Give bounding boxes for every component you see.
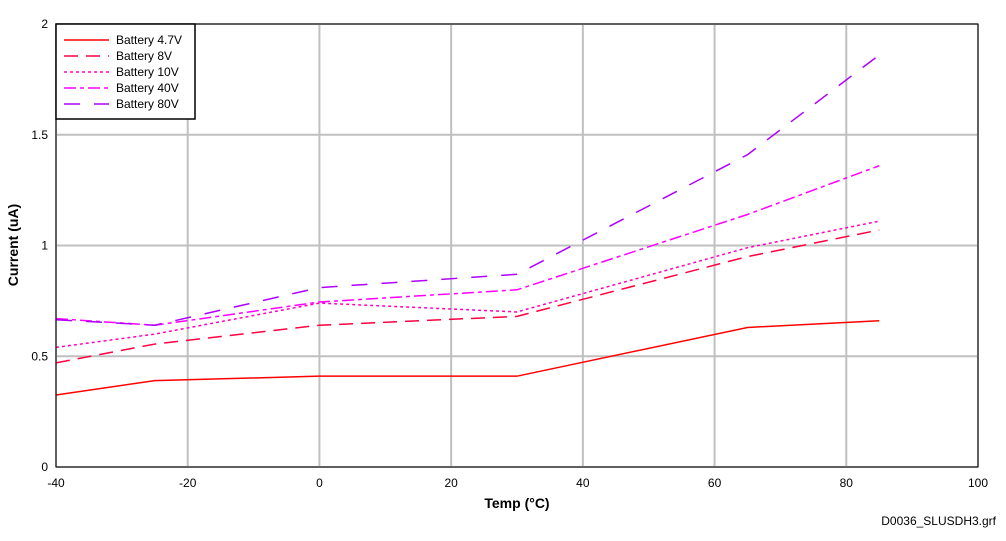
tick-labels: -40 -20 0 20 40 60 80 100 0 0.5 1 1.5 2 bbox=[31, 17, 988, 490]
x-tick-label: -20 bbox=[179, 476, 197, 490]
x-tick-label: 20 bbox=[444, 476, 458, 490]
series-line-battery-4-7v bbox=[55, 320, 880, 396]
x-axis-label: Temp (°C) bbox=[484, 495, 549, 511]
x-tick-label: -40 bbox=[47, 476, 65, 490]
y-axis-label: Current (uA) bbox=[5, 204, 21, 286]
series-line-battery-40v bbox=[55, 165, 880, 326]
x-tick-label: 80 bbox=[840, 476, 854, 490]
plot-frame bbox=[55, 23, 979, 468]
footnote: D0036_SLUSDH3.grf bbox=[881, 514, 996, 528]
legend-label: Battery 80V bbox=[116, 97, 179, 111]
y-tick-label: 0.5 bbox=[31, 349, 48, 363]
x-tick-label: 40 bbox=[576, 476, 590, 490]
y-tick-label: 2 bbox=[41, 17, 48, 31]
series-line-battery-80v bbox=[55, 54, 880, 326]
series-lines bbox=[55, 54, 880, 396]
legend-label: Battery 40V bbox=[116, 81, 179, 95]
y-tick-label: 1.5 bbox=[31, 128, 48, 142]
legend-label: Battery 10V bbox=[116, 65, 179, 79]
y-tick-label: 1 bbox=[41, 239, 48, 253]
x-tick-label: 0 bbox=[316, 476, 323, 490]
legend: Battery 4.7V Battery 8V Battery 10V Battery… bbox=[55, 23, 196, 120]
x-tick-label: 100 bbox=[968, 476, 988, 490]
y-tick-label: 0 bbox=[41, 460, 48, 474]
legend-label: Battery 4.7V bbox=[116, 33, 182, 47]
series-line-battery-8v bbox=[55, 229, 880, 364]
legend-label: Battery 8V bbox=[116, 49, 172, 63]
x-tick-label: 60 bbox=[708, 476, 722, 490]
series-line-battery-10v bbox=[55, 220, 880, 349]
